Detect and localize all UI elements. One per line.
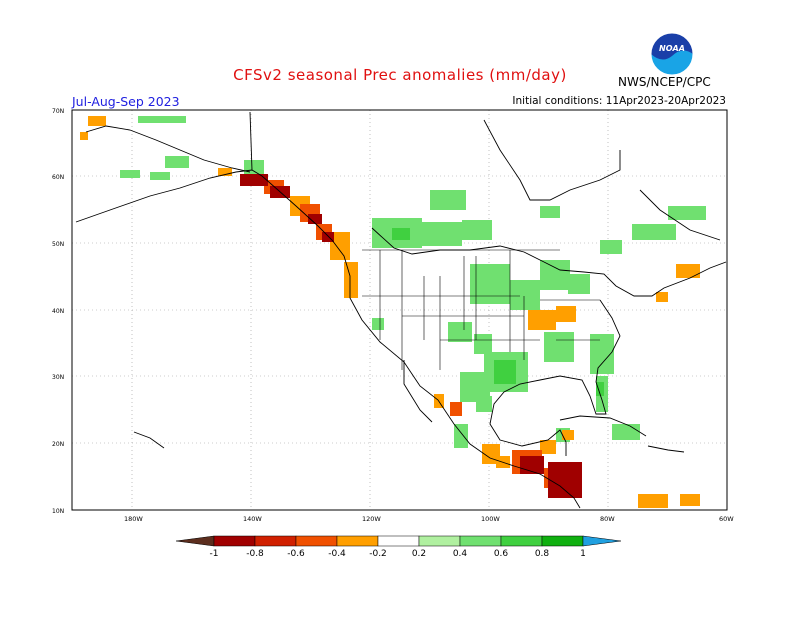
colorbar-segment — [254, 535, 297, 547]
lon-label-120w: 120W — [362, 515, 381, 523]
colorbar-segment — [541, 535, 584, 547]
season-label: Jul-Aug-Sep 2023 — [72, 94, 180, 109]
lon-axis-labels: 180W 140W 120W 100W 80W 60W — [124, 515, 734, 523]
negative-anomaly-cells — [80, 116, 700, 508]
colorbar-segment — [295, 535, 338, 547]
lat-label-30: 30N — [52, 374, 64, 381]
colorbar-segment — [213, 535, 256, 547]
initial-conditions-label: Initial conditions: 11Apr2023-20Apr2023 — [512, 95, 726, 107]
positive-anomaly-cells-strong — [392, 228, 604, 396]
lat-label-20: 20N — [52, 441, 64, 448]
grid-lines — [72, 110, 727, 510]
colorbar-tick-label: -0.6 — [287, 549, 305, 559]
lat-label-50: 50N — [52, 241, 64, 248]
colorbar-segment — [336, 535, 379, 547]
lat-label-10: 10N — [52, 508, 64, 515]
colorbar-tick-label: 0.8 — [535, 549, 550, 559]
lon-label-140w: 140W — [243, 515, 262, 523]
map-frame — [71, 109, 728, 511]
colorbar-tick-label: -0.4 — [328, 549, 346, 559]
coastlines — [75, 111, 727, 509]
noaa-logo-icon — [650, 32, 694, 76]
colorbar-tick-label: -1 — [210, 549, 219, 559]
colorbar-arrow-low — [175, 535, 215, 547]
state-borders — [362, 249, 600, 370]
colorbar-segment — [418, 535, 461, 547]
colorbar-arrow-high — [582, 535, 622, 547]
lon-label-180w: 180W — [124, 515, 143, 523]
lat-axis-labels: 70N 60N 50N 40N 30N 20N 10N — [52, 108, 64, 515]
logo-text: NOAA — [659, 44, 685, 53]
colorbar-segment — [377, 535, 420, 547]
lat-label-40: 40N — [52, 308, 64, 315]
lon-label-80w: 80W — [600, 515, 615, 523]
lat-label-60: 60N — [52, 174, 64, 181]
colorbar-segment — [459, 535, 502, 547]
negative-anomaly-cells-strong — [240, 174, 582, 498]
colorbar-tick-label: 0.2 — [412, 549, 426, 559]
colorbar-segment — [500, 535, 543, 547]
lon-label-100w: 100W — [481, 515, 500, 523]
colorbar: -1 -0.8 -0.6 -0.4 -0.2 0.2 0.4 0.6 0.8 1 — [175, 535, 622, 559]
colorbar-tick-label: 1 — [580, 549, 586, 559]
lon-label-60w: 60W — [719, 515, 734, 523]
agency-label: NWS/NCEP/CPC — [618, 75, 711, 89]
colorbar-tick-label: -0.8 — [246, 549, 264, 559]
colorbar-tick-label: 0.6 — [494, 549, 509, 559]
colorbar-tick-label: 0.4 — [453, 549, 468, 559]
colorbar-tick-label: -0.2 — [369, 549, 387, 559]
map-title: CFSv2 seasonal Prec anomalies (mm/day) — [233, 66, 567, 84]
lat-label-70: 70N — [52, 108, 64, 115]
